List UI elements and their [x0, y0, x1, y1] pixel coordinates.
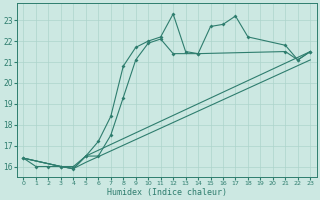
X-axis label: Humidex (Indice chaleur): Humidex (Indice chaleur) [107, 188, 227, 197]
